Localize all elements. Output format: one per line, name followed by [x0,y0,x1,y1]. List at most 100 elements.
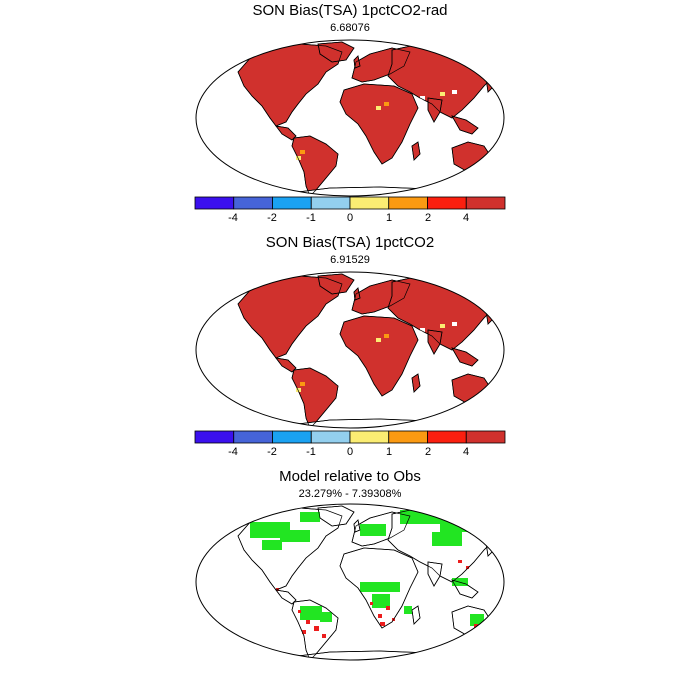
greenland-coastline [317,273,355,295]
colorbar-swatch [310,196,351,210]
worse-patch [386,606,390,610]
colorbar-1-tick: 2 [424,212,432,224]
colorbar-2-tick: -4 [228,446,238,458]
better-patch [432,532,462,546]
worse-patch [482,628,485,631]
panel2-subtitle: 6.91529 [330,254,370,266]
colorbar-1-tick: 0 [346,212,354,224]
better-patch [360,582,400,592]
south-america-landmass [291,135,339,196]
colorbar-1-tick: 1 [385,212,393,224]
better-patch [320,612,332,622]
bias-spot [440,92,445,96]
madagascar-coastline [411,605,421,625]
map-border [195,271,505,429]
colorbar-swatch [272,196,312,210]
colorbar-2-tick: 4 [462,446,470,458]
se-asia-coastline [451,347,479,367]
worse-patch [370,602,373,605]
bias-spot [296,156,301,160]
bias-spot [452,90,457,94]
better-patch [300,606,322,620]
worse-patch [298,610,301,613]
colorbar-swatch [272,430,312,444]
uk-coastline [353,519,361,533]
better-patch [372,594,390,608]
better-patch [300,512,320,522]
colorbar-swatch [465,196,506,210]
europe-coastline [351,511,411,547]
bias-spot [420,328,425,332]
africa-coastline [339,83,419,165]
bias-spot [300,150,305,154]
map-border [195,39,505,197]
worse-patch [302,630,306,634]
worse-patch [322,634,326,638]
se-asia-coastline [451,115,479,135]
europe-coastline [351,279,411,315]
greenland-coastline [317,505,355,527]
bias-spot [300,382,305,386]
colorbar-swatch [427,196,467,210]
panel3-subtitle: 23.279% - 7.39308% [298,488,402,500]
panel1-subtitle: 6.68076 [330,22,370,34]
greenland-coastline [317,41,355,63]
madagascar-coastline [411,373,421,393]
india-coastline [427,329,443,355]
map-land-group [237,505,501,660]
colorbar-swatch [194,430,235,444]
panel2-title: SON Bias(TSA) 1pctCO2 [265,234,435,251]
australia-landmass [451,141,493,173]
colorbar-2-tick: 2 [424,446,432,458]
map-border [195,503,505,661]
india-landmass [427,561,443,587]
colorbar-1 [194,196,506,210]
worse-patch [306,620,310,624]
india-coastline [427,561,443,587]
better-patch [470,522,490,534]
bias-spot [440,324,445,328]
colorbar-swatch [194,196,235,210]
panel3-title: Model relative to Obs [279,468,421,485]
model-relative-to-obs-map [195,503,505,661]
bias-spot [384,334,389,338]
worse-patch [466,566,469,569]
colorbar-2 [194,430,506,444]
se-asia-coastline [451,579,479,599]
madagascar-coastline [411,141,421,161]
worse-patch [378,614,382,618]
better-patch [360,524,386,536]
better-patch [262,540,282,550]
europe-coastline [351,47,411,83]
uk-coastline [353,55,361,69]
africa-coastline [339,315,419,397]
india-coastline [427,97,443,123]
colorbar-2-tick: 0 [346,446,354,458]
bias-map-1pctco2 [195,271,505,429]
africa-landmass [339,315,419,397]
bias-spot [376,106,381,110]
worse-patch [458,560,462,563]
colorbar-swatch [349,196,390,210]
bias-spot [384,102,389,106]
panel1-title: SON Bias(TSA) 1pctCO2-rad [252,2,448,19]
colorbar-1-tick: -1 [306,212,316,224]
colorbar-swatch [233,196,273,210]
colorbar-swatch [349,430,390,444]
colorbar-2-tick: 1 [385,446,393,458]
map-land-group [237,41,501,196]
colorbar-1-tick: 4 [462,212,470,224]
worse-patch [314,626,319,631]
india-landmass [427,97,443,123]
bias-map-1pctco2-rad [195,39,505,197]
africa-landmass [339,83,419,165]
colorbar-1-tick: -4 [228,212,238,224]
south-america-landmass [291,367,339,428]
better-patch [280,530,310,542]
better-patch [440,512,480,532]
uk-coastline [353,287,361,301]
colorbar-swatch [427,430,467,444]
australia-landmass [451,373,493,405]
colorbar-2-tick: -1 [306,446,316,458]
india-landmass [427,329,443,355]
